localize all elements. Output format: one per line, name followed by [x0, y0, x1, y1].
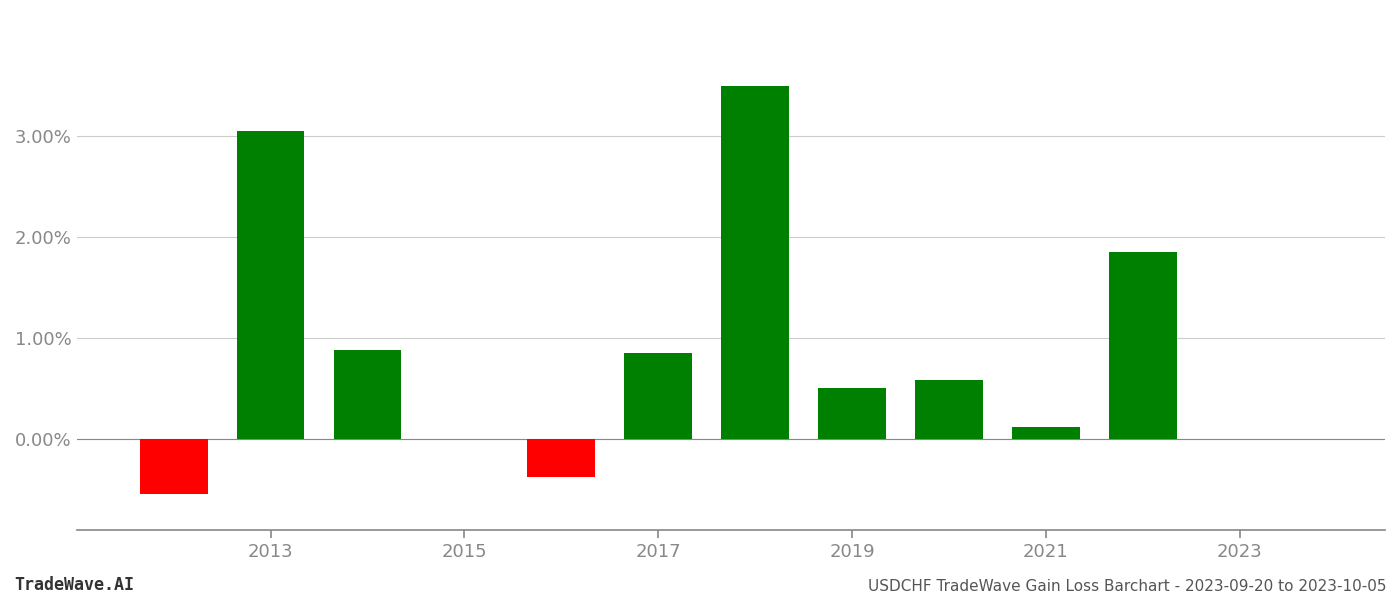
Text: TradeWave.AI: TradeWave.AI	[14, 576, 134, 594]
Bar	[333, 350, 402, 439]
Bar	[721, 86, 790, 439]
Text: USDCHF TradeWave Gain Loss Barchart - 2023-09-20 to 2023-10-05: USDCHF TradeWave Gain Loss Barchart - 20…	[868, 579, 1386, 594]
Bar	[1012, 427, 1079, 439]
Bar	[624, 353, 692, 439]
Bar	[1109, 252, 1176, 439]
Bar	[140, 439, 207, 494]
Bar	[916, 380, 983, 439]
Bar	[237, 131, 304, 439]
Bar	[528, 439, 595, 478]
Bar	[818, 388, 886, 439]
